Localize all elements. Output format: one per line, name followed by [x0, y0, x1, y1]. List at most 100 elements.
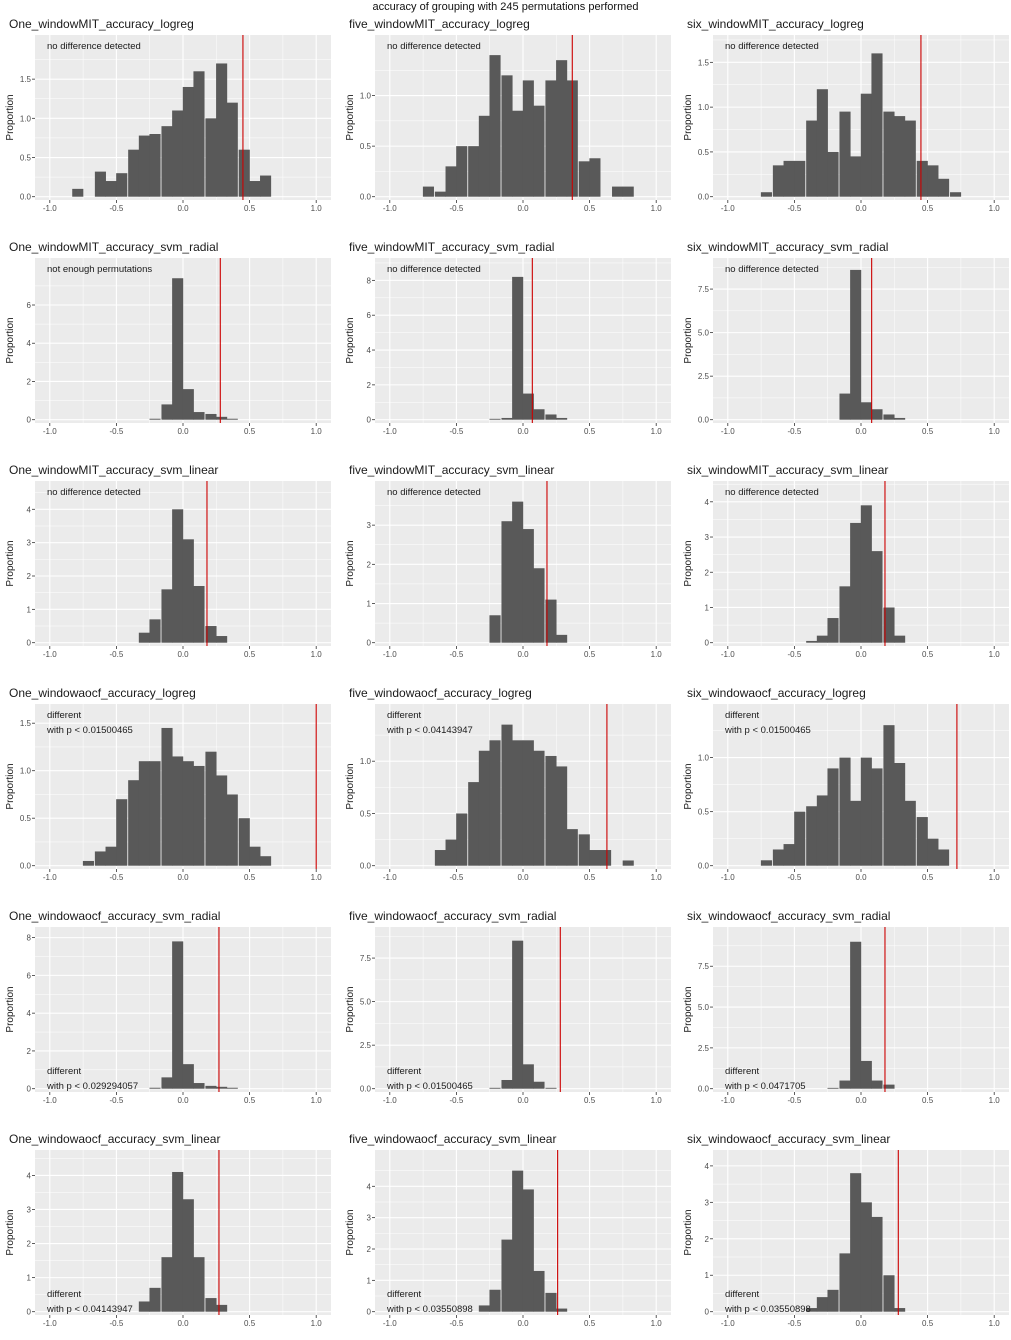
y-axis-label: Proportion: [5, 763, 16, 809]
x-tick-label: -1.0: [721, 650, 735, 659]
histogram-bar: [816, 1297, 828, 1312]
histogram-bar: [883, 1275, 895, 1312]
histogram-bar: [512, 276, 524, 420]
histogram-bar: [772, 165, 784, 197]
x-tick-label: 1.0: [311, 650, 323, 659]
x-tick-label: 0.5: [244, 1319, 256, 1328]
x-tick-label: 1.0: [311, 1319, 323, 1328]
histogram-bar: [533, 1081, 545, 1089]
x-tick-label: -0.5: [788, 427, 802, 436]
histogram-bar: [489, 1087, 501, 1089]
histogram-bar: [512, 501, 524, 643]
y-tick-label: 3: [27, 539, 32, 548]
panel-title: six_windowMIT_accuracy_logreg: [687, 17, 864, 31]
histogram-bar: [478, 750, 490, 866]
histogram-bar: [161, 404, 173, 420]
histogram-bar: [883, 607, 895, 643]
histogram-bar: [105, 846, 117, 866]
y-axis-label: Proportion: [683, 317, 694, 363]
histogram-bar: [238, 149, 250, 197]
x-tick-label: 0.5: [244, 873, 256, 882]
histogram-bar: [238, 818, 250, 866]
x-tick-label: 0.5: [922, 650, 934, 659]
y-tick-label: 0.0: [20, 862, 32, 871]
histogram-bar: [589, 158, 601, 197]
histogram-bar: [894, 763, 906, 866]
x-tick-label: -1.0: [43, 1319, 57, 1328]
histogram-bar: [105, 181, 117, 197]
histogram-bar: [783, 844, 795, 866]
histogram-bar: [193, 765, 205, 866]
histogram-bar: [850, 800, 862, 866]
histogram-bar: [445, 166, 457, 197]
x-tick-label: -1.0: [721, 204, 735, 213]
panel-title: six_windowMIT_accuracy_svm_radial: [687, 240, 888, 254]
y-tick-label: 1.5: [20, 719, 32, 728]
y-tick-label: 1: [27, 605, 32, 614]
panel-title: five_windowMIT_accuracy_logreg: [349, 17, 530, 31]
x-tick-label: 0.5: [584, 427, 596, 436]
x-tick-label: -0.5: [110, 204, 124, 213]
annotation-text: no difference detected: [387, 41, 481, 52]
x-tick-label: 0.5: [922, 1096, 934, 1105]
x-tick-label: 0.0: [855, 1096, 867, 1105]
histogram-bar: [172, 941, 184, 1089]
y-tick-label: 0: [367, 639, 372, 648]
x-tick-label: 1.0: [311, 873, 323, 882]
histogram-bar: [116, 799, 128, 866]
histogram-bar: [138, 761, 150, 866]
y-tick-label: 3: [367, 521, 372, 530]
histogram-bar: [216, 636, 228, 643]
y-tick-label: 4: [27, 339, 32, 348]
annotation-text: with p < 0.03550898: [386, 1304, 473, 1315]
histogram-bar: [161, 727, 173, 866]
x-tick-label: 1.0: [989, 1319, 1001, 1328]
histogram-bar: [193, 1257, 205, 1312]
x-tick-label: 1.0: [989, 650, 1001, 659]
y-tick-label: 2: [27, 1240, 32, 1249]
histogram-bar: [216, 775, 228, 866]
histogram-bar: [894, 116, 906, 197]
x-tick-label: -1.0: [383, 873, 397, 882]
histogram-bar: [816, 795, 828, 866]
y-axis-label: Proportion: [683, 986, 694, 1032]
annotation-text: with p < 0.03550898: [724, 1304, 811, 1315]
y-tick-label: 0.0: [698, 193, 710, 202]
histogram-bar: [860, 402, 872, 420]
y-axis-label: Proportion: [345, 1209, 356, 1255]
panel-title: six_windowMIT_accuracy_svm_linear: [687, 463, 888, 477]
histogram-bar: [578, 834, 590, 866]
histogram-bar: [522, 1189, 534, 1312]
y-tick-label: 1.0: [20, 767, 32, 776]
histogram-bar: [816, 89, 828, 197]
annotation-text: no difference detected: [387, 264, 481, 275]
histogram-bar: [128, 780, 140, 866]
annotation-text: different: [47, 710, 82, 721]
annotation-text: different: [47, 1289, 82, 1300]
histogram-bar: [839, 757, 851, 866]
annotation-text: different: [47, 1066, 82, 1077]
histogram-bar: [249, 181, 261, 197]
y-tick-label: 0.0: [698, 1085, 710, 1094]
y-tick-label: 1: [705, 1271, 710, 1280]
histogram-bar: [533, 750, 545, 866]
x-tick-label: -0.5: [110, 427, 124, 436]
y-tick-label: 3: [705, 1198, 710, 1207]
histogram-bar: [172, 509, 184, 643]
y-tick-label: 1.5: [698, 58, 710, 67]
x-tick-label: -0.5: [788, 1319, 802, 1328]
y-axis-label: Proportion: [683, 763, 694, 809]
histogram-bar: [512, 940, 524, 1089]
histogram-bar: [806, 806, 818, 866]
y-tick-label: 0.0: [698, 862, 710, 871]
histogram-bar: [172, 756, 184, 866]
histogram-bar: [456, 146, 468, 197]
y-tick-label: 2: [705, 568, 710, 577]
y-tick-label: 0.5: [698, 148, 710, 157]
x-tick-label: 0.5: [244, 204, 256, 213]
histogram-bar: [556, 417, 568, 420]
histogram-bar: [182, 1199, 194, 1312]
x-tick-label: -0.5: [788, 1096, 802, 1105]
histogram-bar: [149, 418, 161, 420]
x-tick-label: -0.5: [110, 873, 124, 882]
